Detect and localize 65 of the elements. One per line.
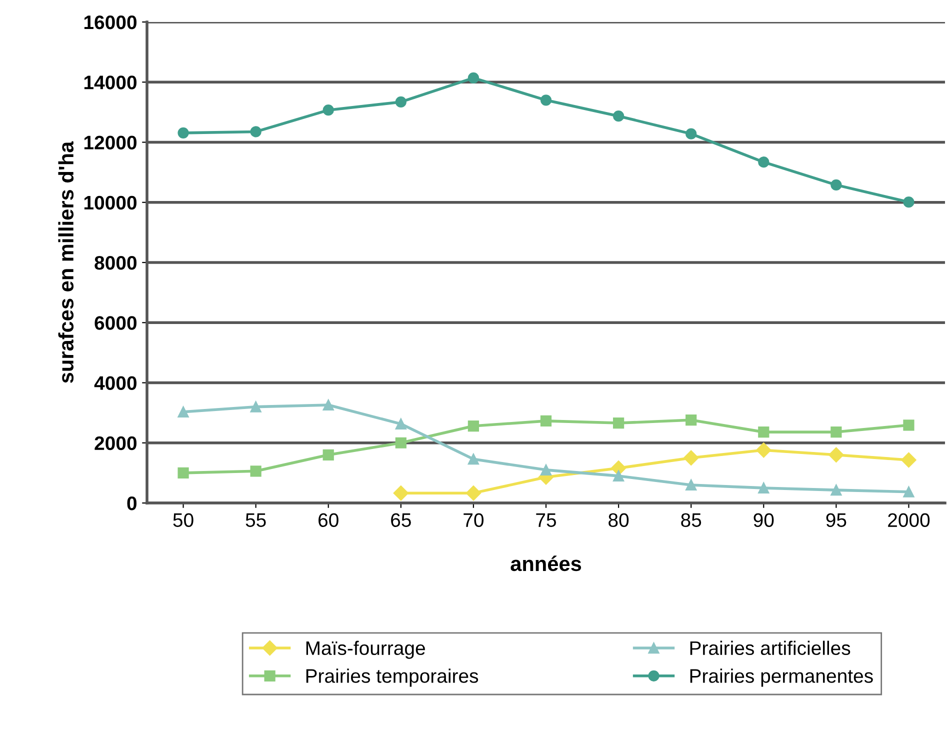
point: [250, 401, 262, 412]
point: [686, 128, 697, 140]
point: [903, 196, 914, 208]
point: [758, 156, 770, 168]
y-tick-label: 12000: [84, 136, 136, 150]
point: [758, 482, 770, 494]
point: [178, 406, 189, 418]
point: [250, 466, 262, 477]
point: [903, 486, 914, 498]
point: [612, 110, 624, 122]
x-tick-label: 75: [536, 513, 556, 528]
point: [178, 467, 189, 478]
point: [686, 479, 697, 491]
point: [830, 179, 842, 190]
point: [466, 486, 482, 501]
point: [830, 426, 842, 438]
legend-label: Prairies artificielles: [690, 640, 850, 656]
point: [468, 420, 480, 432]
y-tick-label: 16000: [84, 15, 136, 30]
x-axis-title: années: [510, 556, 582, 572]
point: [395, 96, 406, 108]
x-tick-label: 85: [681, 513, 702, 528]
y-tick-label: 6000: [94, 316, 136, 330]
x-tick-label: 95: [826, 513, 846, 528]
point: [393, 486, 408, 501]
y-tick-label: 0: [127, 496, 136, 510]
point: [686, 414, 697, 426]
point: [758, 426, 770, 438]
x-tick-label: 2000: [888, 513, 930, 528]
point: [756, 442, 772, 458]
point: [828, 447, 844, 462]
y-tick-label: 14000: [84, 76, 136, 90]
x-tick-label: 60: [318, 513, 338, 528]
point: [395, 418, 406, 430]
legend-label: Maïs-fourrage: [306, 640, 425, 659]
point: [830, 484, 842, 496]
point: [468, 72, 480, 84]
point: [178, 127, 189, 138]
x-tick-label: 80: [608, 513, 629, 528]
legend-label: Prairies permanentes: [690, 668, 873, 687]
x-tick-label: 55: [246, 513, 266, 528]
point: [322, 104, 334, 116]
y-axis-title: surafces en milliers d'ha: [58, 141, 74, 383]
point: [901, 452, 916, 468]
x-tick-label: 90: [754, 513, 774, 528]
point: [540, 464, 552, 476]
point: [684, 450, 699, 466]
point: [468, 454, 480, 465]
point: [903, 420, 914, 431]
x-tick-label: 65: [391, 513, 411, 528]
point: [322, 399, 334, 411]
y-tick-label: 8000: [94, 256, 136, 270]
y-tick-label: 10000: [84, 196, 136, 210]
point: [322, 449, 334, 460]
x-tick-label: 70: [464, 513, 484, 528]
point: [250, 126, 262, 138]
y-tick-label: 4000: [94, 376, 136, 390]
y-tick-label: 2000: [94, 436, 136, 450]
point: [612, 470, 624, 482]
point: [540, 415, 552, 426]
x-tick-label: 50: [173, 513, 194, 528]
point: [395, 437, 406, 448]
legend-label: Prairies temporaires: [306, 668, 478, 687]
point: [612, 417, 624, 429]
point: [540, 94, 552, 106]
